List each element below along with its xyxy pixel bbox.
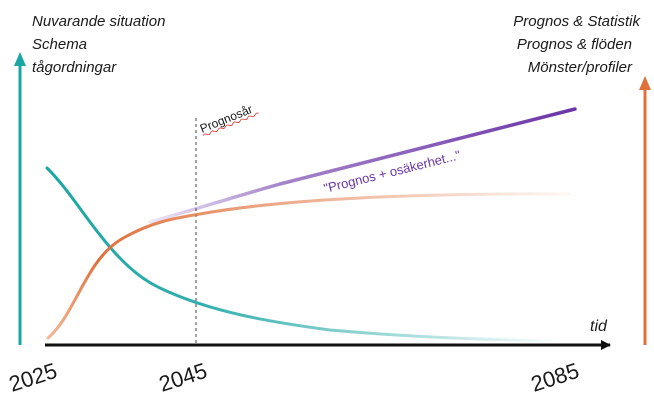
left-label-3: tågordningar [32, 59, 117, 76]
time-axis-label: tid [590, 318, 608, 335]
left-axis-arrow [14, 52, 26, 345]
right-label-1: Prognos & Statistik [513, 13, 641, 30]
year-2085: 2085 [528, 358, 582, 397]
right-label-2: Prognos & flöden [517, 36, 632, 53]
year-2045: 2045 [156, 358, 210, 397]
current-situation-curve [45, 166, 562, 343]
left-label-1: Nuvarande situation [32, 13, 165, 30]
forecast-statistics-curve [46, 192, 572, 340]
left-label-2: Schema [32, 36, 87, 53]
right-label-3: Mönster/profiler [528, 59, 633, 76]
forecast-year-label: Prognosår [198, 102, 255, 136]
year-2025: 2025 [6, 358, 60, 397]
forecast-uncertainty-line [148, 107, 577, 224]
forecast-year-label-group: Prognosår [198, 102, 259, 136]
right-axis-arrow [639, 76, 651, 345]
